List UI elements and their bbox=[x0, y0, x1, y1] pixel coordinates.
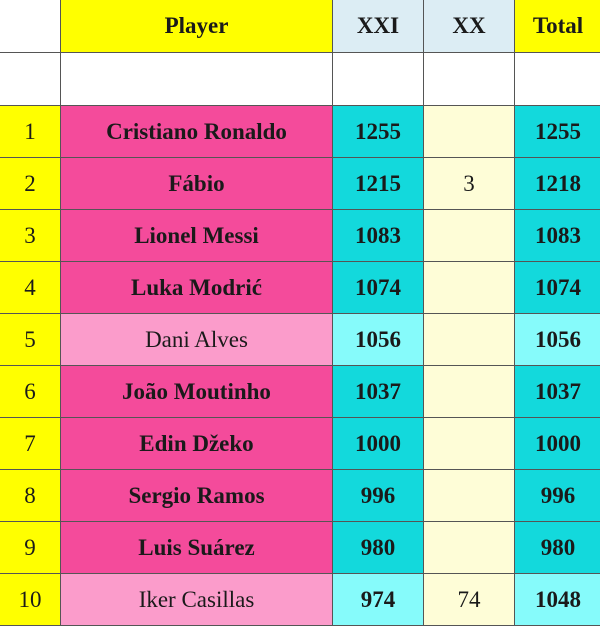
xxi-cell: 1255 bbox=[333, 106, 424, 158]
rank-cell: 2 bbox=[0, 158, 61, 210]
header-xx: XX bbox=[424, 0, 515, 53]
rank-cell: 9 bbox=[0, 522, 61, 574]
header-rank bbox=[0, 0, 61, 53]
player-cell: João Moutinho bbox=[61, 366, 333, 418]
player-cell: Iker Casillas bbox=[61, 574, 333, 626]
total-cell: 1037 bbox=[515, 366, 600, 418]
header-xxi: XXI bbox=[333, 0, 424, 53]
xx-cell bbox=[424, 262, 515, 314]
xxi-cell: 1000 bbox=[333, 418, 424, 470]
xx-cell bbox=[424, 106, 515, 158]
header-row: Player XXI XX Total bbox=[0, 0, 600, 53]
xxi-cell: 1083 bbox=[333, 210, 424, 262]
xxi-cell: 996 bbox=[333, 470, 424, 522]
player-cell: Dani Alves bbox=[61, 314, 333, 366]
xxi-cell: 974 bbox=[333, 574, 424, 626]
blank-cell bbox=[515, 53, 600, 106]
xxi-cell: 1056 bbox=[333, 314, 424, 366]
rank-cell: 7 bbox=[0, 418, 61, 470]
blank-cell bbox=[61, 53, 333, 106]
rank-cell: 3 bbox=[0, 210, 61, 262]
rank-cell: 5 bbox=[0, 314, 61, 366]
rank-cell: 8 bbox=[0, 470, 61, 522]
xxi-cell: 1037 bbox=[333, 366, 424, 418]
rank-cell: 1 bbox=[0, 106, 61, 158]
blank-cell bbox=[333, 53, 424, 106]
total-cell: 1048 bbox=[515, 574, 600, 626]
rank-cell: 6 bbox=[0, 366, 61, 418]
total-cell: 996 bbox=[515, 470, 600, 522]
rank-cell: 4 bbox=[0, 262, 61, 314]
total-cell: 1074 bbox=[515, 262, 600, 314]
player-cell: Luis Suárez bbox=[61, 522, 333, 574]
xx-cell bbox=[424, 522, 515, 574]
blank-row bbox=[0, 53, 600, 106]
player-cell: Edin Džeko bbox=[61, 418, 333, 470]
xx-cell bbox=[424, 210, 515, 262]
total-cell: 1056 bbox=[515, 314, 600, 366]
total-cell: 1000 bbox=[515, 418, 600, 470]
xxi-cell: 1074 bbox=[333, 262, 424, 314]
xx-cell bbox=[424, 366, 515, 418]
player-cell: Sergio Ramos bbox=[61, 470, 333, 522]
blank-cell bbox=[424, 53, 515, 106]
xxi-cell: 1215 bbox=[333, 158, 424, 210]
xx-cell bbox=[424, 418, 515, 470]
total-cell: 1255 bbox=[515, 106, 600, 158]
total-cell: 980 bbox=[515, 522, 600, 574]
xx-cell bbox=[424, 314, 515, 366]
player-cell: Fábio bbox=[61, 158, 333, 210]
player-cell: Luka Modrić bbox=[61, 262, 333, 314]
header-total: Total bbox=[515, 0, 600, 53]
xx-cell bbox=[424, 470, 515, 522]
blank-cell bbox=[0, 53, 61, 106]
header-player: Player bbox=[61, 0, 333, 53]
total-cell: 1083 bbox=[515, 210, 600, 262]
player-cell: Lionel Messi bbox=[61, 210, 333, 262]
total-cell: 1218 bbox=[515, 158, 600, 210]
xx-cell: 74 bbox=[424, 574, 515, 626]
player-cell: Cristiano Ronaldo bbox=[61, 106, 333, 158]
xx-cell: 3 bbox=[424, 158, 515, 210]
xxi-cell: 980 bbox=[333, 522, 424, 574]
rank-cell: 10 bbox=[0, 574, 61, 626]
